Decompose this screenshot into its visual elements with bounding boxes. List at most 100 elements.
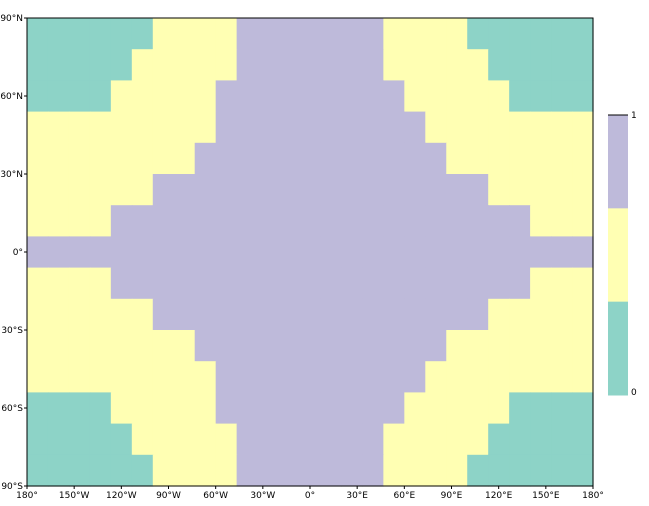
map-cell: [215, 423, 238, 456]
map-cell: [194, 361, 217, 393]
map-cell: [467, 361, 489, 393]
map-cell: [27, 142, 49, 175]
map-cell: [341, 18, 363, 50]
map-cell: [467, 174, 489, 206]
map-cell: [194, 298, 217, 331]
map-cell: [425, 330, 447, 362]
map-cell: [131, 236, 154, 269]
lon-label: 60°E: [394, 491, 416, 501]
map-cell: [236, 142, 259, 175]
map-cell: [215, 236, 238, 269]
map-cell: [47, 267, 70, 300]
map-cell: [446, 454, 468, 487]
map-cell: [68, 205, 91, 237]
map-cell: [467, 454, 489, 487]
map-cell: [89, 330, 112, 362]
map-cell: [236, 80, 259, 113]
map-cell: [509, 267, 531, 300]
map-cell: [68, 18, 91, 50]
map-cell: [572, 174, 594, 206]
map-cell: [362, 454, 384, 487]
map-cell: [131, 174, 154, 206]
map-cell: [299, 298, 322, 331]
map-cell: [47, 423, 70, 456]
map-cell: [320, 142, 343, 175]
map-cell: [530, 142, 552, 175]
map-cell: [446, 49, 468, 81]
map-cell: [362, 392, 384, 425]
lat-label: 30°S: [1, 326, 23, 336]
map-cell: [299, 423, 322, 456]
map-cell: [362, 205, 384, 237]
map-cell: [425, 392, 447, 425]
map-cell: [404, 80, 426, 113]
map-cell: [488, 18, 510, 50]
map-cell: [383, 111, 405, 144]
map-cell: [47, 174, 70, 206]
map-cell: [572, 80, 594, 113]
map-cell: [68, 361, 91, 393]
map-cell: [89, 80, 112, 113]
map-cell: [131, 205, 154, 237]
map-cell: [278, 49, 301, 81]
map-cell: [27, 174, 49, 206]
map-cell: [47, 49, 70, 81]
map-cell: [467, 298, 489, 331]
map-cell: [509, 330, 531, 362]
map-cell: [320, 454, 343, 487]
map-cell: [110, 205, 133, 237]
map-cell: [551, 18, 573, 50]
map-cell: [173, 142, 196, 175]
map-cell: [215, 454, 238, 487]
map-cell: [341, 361, 363, 393]
map-cells: [27, 18, 594, 487]
map-cell: [47, 330, 70, 362]
map-cell: [572, 330, 594, 362]
map-cell: [173, 454, 196, 487]
map-cell: [509, 80, 531, 113]
map-cell: [404, 392, 426, 425]
map-cell: [89, 267, 112, 300]
map-cell: [509, 236, 531, 269]
map-cell: [89, 392, 112, 425]
map-cell: [68, 298, 91, 331]
map-cell: [404, 267, 426, 300]
map-cell: [362, 142, 384, 175]
map-cell: [488, 236, 510, 269]
map-cell: [257, 267, 280, 300]
map-cell: [383, 298, 405, 331]
map-cell: [131, 392, 154, 425]
map-cell: [194, 267, 217, 300]
map-cell: [173, 18, 196, 50]
map-cell: [68, 330, 91, 362]
map-cell: [446, 330, 468, 362]
map-cell: [299, 205, 322, 237]
map-cell: [299, 236, 322, 269]
map-cell: [530, 361, 552, 393]
map-cell: [194, 174, 217, 206]
map-cell: [509, 423, 531, 456]
map-cell: [488, 330, 510, 362]
map-cell: [551, 236, 573, 269]
map-cell: [404, 49, 426, 81]
map-cell: [446, 423, 468, 456]
map-cell: [572, 361, 594, 393]
map-cell: [446, 18, 468, 50]
map-cell: [509, 49, 531, 81]
map-cell: [110, 236, 133, 269]
map-cell: [27, 236, 49, 269]
map-cell: [551, 174, 573, 206]
map-cell: [341, 267, 363, 300]
map-cell: [27, 18, 49, 50]
map-cell: [110, 361, 133, 393]
map-cell: [341, 392, 363, 425]
map-cell: [404, 423, 426, 456]
map-cell: [47, 298, 70, 331]
map-cell: [215, 49, 238, 81]
map-cell: [341, 236, 363, 269]
map-cell: [173, 361, 196, 393]
map-cell: [278, 174, 301, 206]
map-cell: [341, 111, 363, 144]
map-cell: [110, 330, 133, 362]
map-cell: [27, 392, 49, 425]
